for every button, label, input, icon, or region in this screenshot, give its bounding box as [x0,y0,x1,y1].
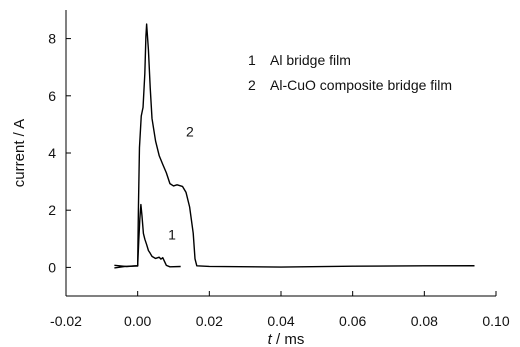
x-axis-label-unit: / ms [272,331,305,347]
x-tick-label: -0.02 [50,313,82,329]
curve-labels: 12 [168,124,194,243]
x-tick-label: 0.06 [339,313,366,329]
legend-label-2: Al-CuO composite bridge film [270,77,452,93]
x-tick-label: 0.02 [196,313,223,329]
x-tick-label: 0.10 [482,313,509,329]
legend: 1 Al bridge film 2 Al-CuO composite brid… [248,52,452,93]
ticks: 0 2 4 6 8 -0.02 0.00 0.02 0.04 0.06 0.08 0.10 [48,31,510,329]
x-axis-label: t / ms [268,331,305,347]
y-tick-label: 4 [48,145,56,161]
x-tick-label: 0.08 [411,313,438,329]
y-tick-label: 6 [48,88,56,104]
legend-label-1: Al bridge film [270,52,351,68]
y-tick-label: 0 [48,259,56,275]
y-tick-label: 8 [48,31,56,47]
x-tick-label: 0.04 [267,313,294,329]
series-line-1 [114,203,181,268]
y-tick-label: 2 [48,202,56,218]
x-tick-label: 0.00 [124,313,151,329]
legend-number-2: 2 [248,77,256,93]
series-layer [114,23,475,269]
x-axis-label-italic: t [268,331,273,347]
y-axis-label: current / A [11,119,28,187]
curve-label-1: 1 [168,227,176,243]
series-line-2 [114,23,475,269]
legend-number-1: 1 [248,52,256,68]
curve-label-2: 2 [186,124,194,140]
